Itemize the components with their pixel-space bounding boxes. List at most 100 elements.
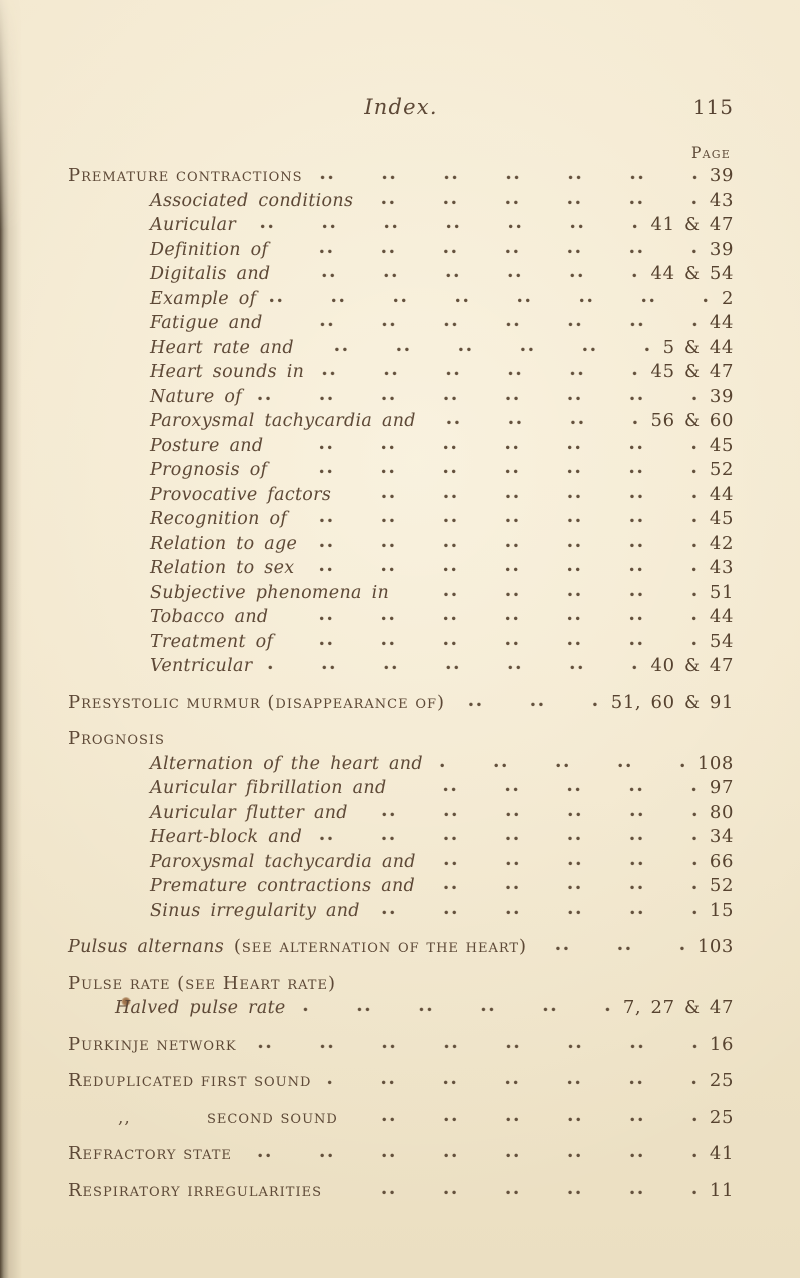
index-entries: Premature contractions 39 Associated condi…	[68, 164, 734, 1203]
entry-label: Provocative factors	[150, 484, 332, 505]
index-entry-row: Heart rate and 5 & 44	[68, 336, 734, 361]
entry-label: Presystolic murmur (disappearance of)	[68, 691, 446, 713]
entry-page-number: 66	[709, 850, 734, 872]
entry-label: Sinus irregularity and	[150, 900, 360, 921]
entry-page-number: 39	[709, 165, 734, 186]
dot-leader	[282, 240, 698, 255]
dot-leader	[345, 485, 698, 500]
entry-page-number: 45	[709, 508, 734, 529]
index-entry-row: Fatigue and 44	[68, 311, 734, 336]
dot-leader	[436, 754, 686, 769]
index-entry-row: Subjective phenomena in 51	[68, 581, 734, 606]
index-section: ,, second sound 25	[68, 1106, 734, 1131]
index-entry-row: Prognosis	[68, 727, 734, 752]
index-entry-row: Prognosis of 52	[68, 458, 734, 483]
entry-label: Digitalis and	[150, 264, 271, 284]
entry-label: Definition of	[150, 239, 269, 260]
page-column-label: Page	[691, 144, 731, 162]
dot-leader	[281, 461, 698, 475]
dot-leader	[429, 412, 639, 426]
dot-leader	[336, 1181, 698, 1196]
dot-leader	[316, 167, 698, 181]
index-entry-row: Ventricular 40 & 47	[68, 654, 734, 679]
index-section: Purkinje network 16	[68, 1033, 734, 1058]
index-entry-row: Premature contractions 39	[68, 164, 734, 189]
entry-page-number: 45	[709, 434, 734, 456]
dot-leader	[373, 901, 698, 916]
entry-page-number: 5 & 44	[662, 336, 734, 358]
entry-page-number: 11	[709, 1179, 734, 1201]
index-entry-row: Auricular flutter and 80	[68, 801, 734, 826]
entry-page-number: 16	[709, 1033, 734, 1055]
entry-label: Tobacco and	[150, 607, 269, 627]
dot-leader	[403, 583, 698, 598]
entry-label: Paroxysmal tachycardia and	[150, 411, 416, 431]
index-entry-row: Halved pulse rate 7, 27 & 47	[68, 996, 734, 1021]
entry-page-number: 41 & 47	[650, 214, 734, 235]
index-section: Respiratory irregularities 11	[68, 1179, 734, 1204]
entry-label: Respiratory irregularities	[68, 1179, 323, 1201]
entry-page-number: 39	[709, 385, 734, 407]
dot-leader	[270, 289, 710, 304]
entry-label: Paroxysmal tachycardia and	[150, 851, 416, 872]
entry-label: Heart-block and	[150, 827, 303, 847]
index-entry-row: Pulsus alternans (see alternation of the…	[68, 935, 734, 960]
entry-label-italic: Pulsus alternans	[68, 937, 234, 957]
binding-edge-shadow	[0, 0, 24, 1278]
entry-page-number: 39	[709, 238, 734, 260]
entry-label: Fatigue and	[150, 313, 263, 333]
entry-page-number: 45 & 47	[650, 361, 734, 382]
dot-leader	[367, 191, 698, 206]
index-entry-row: Reduplicated first sound 25	[68, 1069, 734, 1094]
index-entry-row: Definition of 39	[68, 238, 734, 263]
entry-label: Alternation of the heart and	[150, 753, 423, 774]
index-entry-row: Sinus irregularity and 15	[68, 899, 734, 924]
entry-page-number: 15	[709, 899, 734, 921]
entry-label: Subjective phenomena in	[150, 582, 390, 603]
index-section: Presystolic murmur (disappearance of) 51,…	[68, 691, 734, 716]
dot-leader	[250, 216, 639, 230]
index-entry-row: Alternation of the heart and 108	[68, 752, 734, 777]
index-entry-row: Respiratory irregularities 11	[68, 1179, 734, 1204]
entry-page-number: 44	[709, 312, 734, 333]
entry-label: Halved pulse rate	[115, 998, 286, 1018]
dot-leader	[311, 534, 698, 549]
entry-page-number: 43	[709, 557, 734, 578]
entry-label: Heart rate and	[150, 337, 294, 358]
entry-page-number: 44	[709, 483, 734, 505]
entry-label: Auricular	[150, 215, 237, 235]
dot-leader	[276, 314, 698, 328]
index-entry-row: Paroxysmal tachycardia and 66	[68, 850, 734, 875]
running-head: Index. 115	[68, 95, 734, 119]
entry-label: Prognosis of	[150, 460, 268, 480]
dot-leader	[250, 1035, 698, 1050]
dot-leader	[256, 387, 698, 402]
index-section: Refractory state 41	[68, 1142, 734, 1167]
entry-label: Posture and	[150, 435, 264, 456]
dot-leader	[351, 1108, 698, 1123]
dot-leader	[318, 363, 639, 377]
entry-page-number: 7, 27 & 47	[622, 997, 734, 1018]
index-entry-row: Relation to age 42	[68, 532, 734, 557]
page-content: Index. 115 Page Premature contractions 39…	[68, 0, 734, 1203]
entry-page-number: 52	[709, 875, 734, 896]
dot-leader	[541, 938, 686, 952]
index-entry-row: Nature of 39	[68, 385, 734, 410]
dot-leader	[429, 877, 698, 891]
dot-leader	[308, 559, 698, 573]
dot-leader	[299, 999, 611, 1013]
entry-page-number: 2	[721, 287, 734, 309]
entry-label: Auricular flutter and	[150, 802, 348, 823]
index-entry-row: Digitalis and 44 & 54	[68, 262, 734, 287]
entry-page-number: 108	[697, 752, 734, 774]
entry-label: Example of	[150, 288, 257, 309]
entry-label: Relation to age	[150, 533, 298, 554]
dot-leader	[277, 436, 698, 451]
entry-page-number: 56 & 60	[650, 410, 734, 431]
dot-leader	[361, 803, 698, 818]
index-entry-row: Provocative factors 44	[68, 483, 734, 508]
entry-label: Premature contractions and	[150, 876, 416, 896]
entry-label: Reduplicated first sound	[68, 1070, 312, 1091]
entry-label: Relation to sex	[150, 558, 295, 578]
index-section: Pulsus alternans (see alternation of the…	[68, 935, 734, 960]
